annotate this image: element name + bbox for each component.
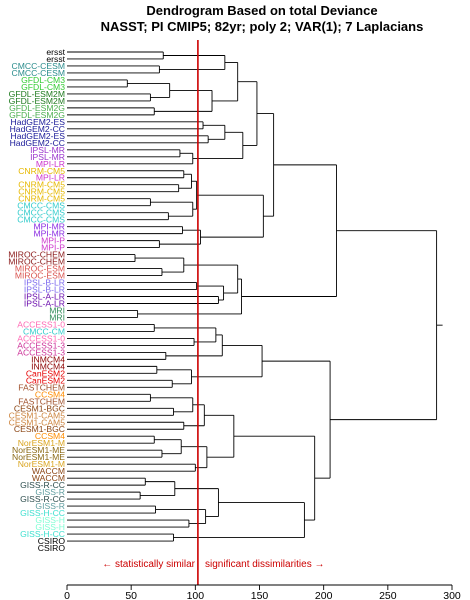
leaf-label: MIROC-ESM — [15, 264, 65, 274]
leaf-label: INMCM4 — [31, 361, 65, 371]
x-tick-label: 150 — [251, 590, 269, 600]
leaf-label: HadGEM2-ES — [11, 117, 66, 127]
leaf-label: GISS-R — [35, 487, 65, 497]
leaf-label: CCSM4 — [35, 389, 65, 399]
leaf-label: IPSL-A-LR — [24, 292, 65, 302]
leaf-label: CESM1-BGC — [14, 403, 65, 413]
leaf-label: HadGEM2-CC — [10, 138, 65, 148]
x-tick-label: 0 — [64, 590, 70, 600]
leaf-label: NorESM1-ME — [12, 452, 65, 462]
leaf-label: CNRM-CM5 — [18, 166, 65, 176]
leaf-label: CNRM-CM5 — [18, 180, 65, 190]
leaf-label: GFDL-ESM2M — [9, 96, 65, 106]
leaf-label: GISS-R-CC — [20, 480, 65, 490]
chart-title-line1: Dendrogram Based on total Deviance — [146, 3, 377, 18]
leaf-label: HadGEM2-CC — [10, 124, 65, 134]
leaf-label: CNRM-CM5 — [18, 194, 65, 204]
dendrogram-branches — [67, 51, 443, 542]
leaf-label: MPI-LR — [36, 173, 65, 183]
annotation-statistically-similar: ← statistically similar — [102, 559, 195, 570]
leaf-label: GFDL-ESM2M — [9, 89, 65, 99]
leaf-label: ACCESS1-0 — [17, 319, 65, 329]
x-tick-label: 50 — [125, 590, 137, 600]
leaf-label: ACCESS1-0 — [17, 333, 65, 343]
leaf-label: MPI-P — [41, 236, 65, 246]
leaf-label: GFDL-CM3 — [21, 82, 65, 92]
leaf-label: MPI-MR — [33, 222, 65, 232]
leaf-label: CSIRO — [38, 536, 66, 546]
annotation-significant-dissimilarities: significant dissimilarities → — [205, 559, 324, 570]
leaf-label: NorESM1-M — [18, 459, 65, 469]
leaf-label: ersst — [46, 47, 65, 57]
leaf-label: CESM1-CAM5 — [9, 417, 66, 427]
leaf-label: CMCC-CESM — [12, 68, 65, 78]
leaf-label: MIROC-CHEM — [8, 257, 65, 267]
leaf-label: CSIRO — [38, 543, 66, 553]
leaf-label: IPSL-MR — [30, 152, 65, 162]
leaf-labels: ersstersstCMCC-CESMCMCC-CESMGFDL-CM3GFDL… — [8, 47, 65, 553]
x-axis: 0 50 100 150 200 250 300 — [64, 584, 461, 600]
x-tick-label: 300 — [443, 590, 461, 600]
leaf-label: GFDL-ESM2G — [9, 103, 65, 113]
leaf-label: CanESM2 — [26, 375, 65, 385]
leaf-label: MPI-MR — [33, 229, 65, 239]
x-tick-label: 100 — [187, 590, 205, 600]
leaf-label: CanESM2 — [26, 368, 65, 378]
leaf-label: GISS-H — [35, 515, 65, 525]
leaf-label: GISS-R — [35, 501, 65, 511]
leaf-label: MIROC-CHEM — [8, 250, 65, 260]
leaf-label: CMCC-CMS — [17, 215, 65, 225]
leaf-label: CESM1-CAM5 — [9, 410, 66, 420]
leaf-label: NorESM1-M — [18, 438, 65, 448]
leaf-label: NorESM1-ME — [12, 445, 65, 455]
leaf-label: ACCESS1-3 — [17, 347, 65, 357]
leaf-label: CESM1-BGC — [14, 424, 65, 434]
leaf-label: FASTCHEM — [18, 382, 65, 392]
leaf-label: INMCM4 — [31, 354, 65, 364]
leaf-label: CNRM-CM5 — [18, 187, 65, 197]
leaf-label: WACCM — [32, 473, 65, 483]
leaf-label: FASTCHEM — [18, 396, 65, 406]
leaf-label: CMCC-CMS — [17, 201, 65, 211]
leaf-label: IPSL-B-LR — [24, 278, 65, 288]
leaf-label: GFDL-ESM2G — [9, 110, 65, 120]
leaf-label: MPI-P — [41, 243, 65, 253]
leaf-label: MIROC-ESM — [15, 271, 65, 281]
leaf-label: WACCM — [32, 466, 65, 476]
leaf-label: MPI-LR — [36, 159, 65, 169]
leaf-label: MRI — [49, 312, 65, 322]
leaf-label: GISS-H — [35, 522, 65, 532]
leaf-label: GISS-H-CC — [20, 508, 65, 518]
leaf-label: GFDL-CM3 — [21, 75, 65, 85]
leaf-label: CMCC-CMS — [17, 208, 65, 218]
leaf-label: IPSL-B-LR — [24, 285, 65, 295]
leaf-label: IPSL-MR — [30, 145, 65, 155]
leaf-label: ersst — [46, 54, 65, 64]
leaf-label: GISS-H-CC — [20, 529, 65, 539]
leaf-label: CMCC-CESM — [12, 61, 65, 71]
chart-title-line2: NASST; PI CMIP5; 82yr; poly 2; VAR(1); 7… — [101, 19, 424, 34]
leaf-label: ACCESS1-3 — [17, 340, 65, 350]
x-tick-label: 200 — [315, 590, 333, 600]
leaf-label: IPSL-A-LR — [24, 298, 65, 308]
leaf-label: GISS-R-CC — [20, 494, 65, 504]
x-tick-label: 250 — [379, 590, 397, 600]
leaf-label: CMCC-CM — [23, 326, 65, 336]
leaf-label: MRI — [49, 305, 65, 315]
leaf-label: CCSM4 — [35, 431, 65, 441]
leaf-label: HadGEM2-ES — [11, 131, 66, 141]
